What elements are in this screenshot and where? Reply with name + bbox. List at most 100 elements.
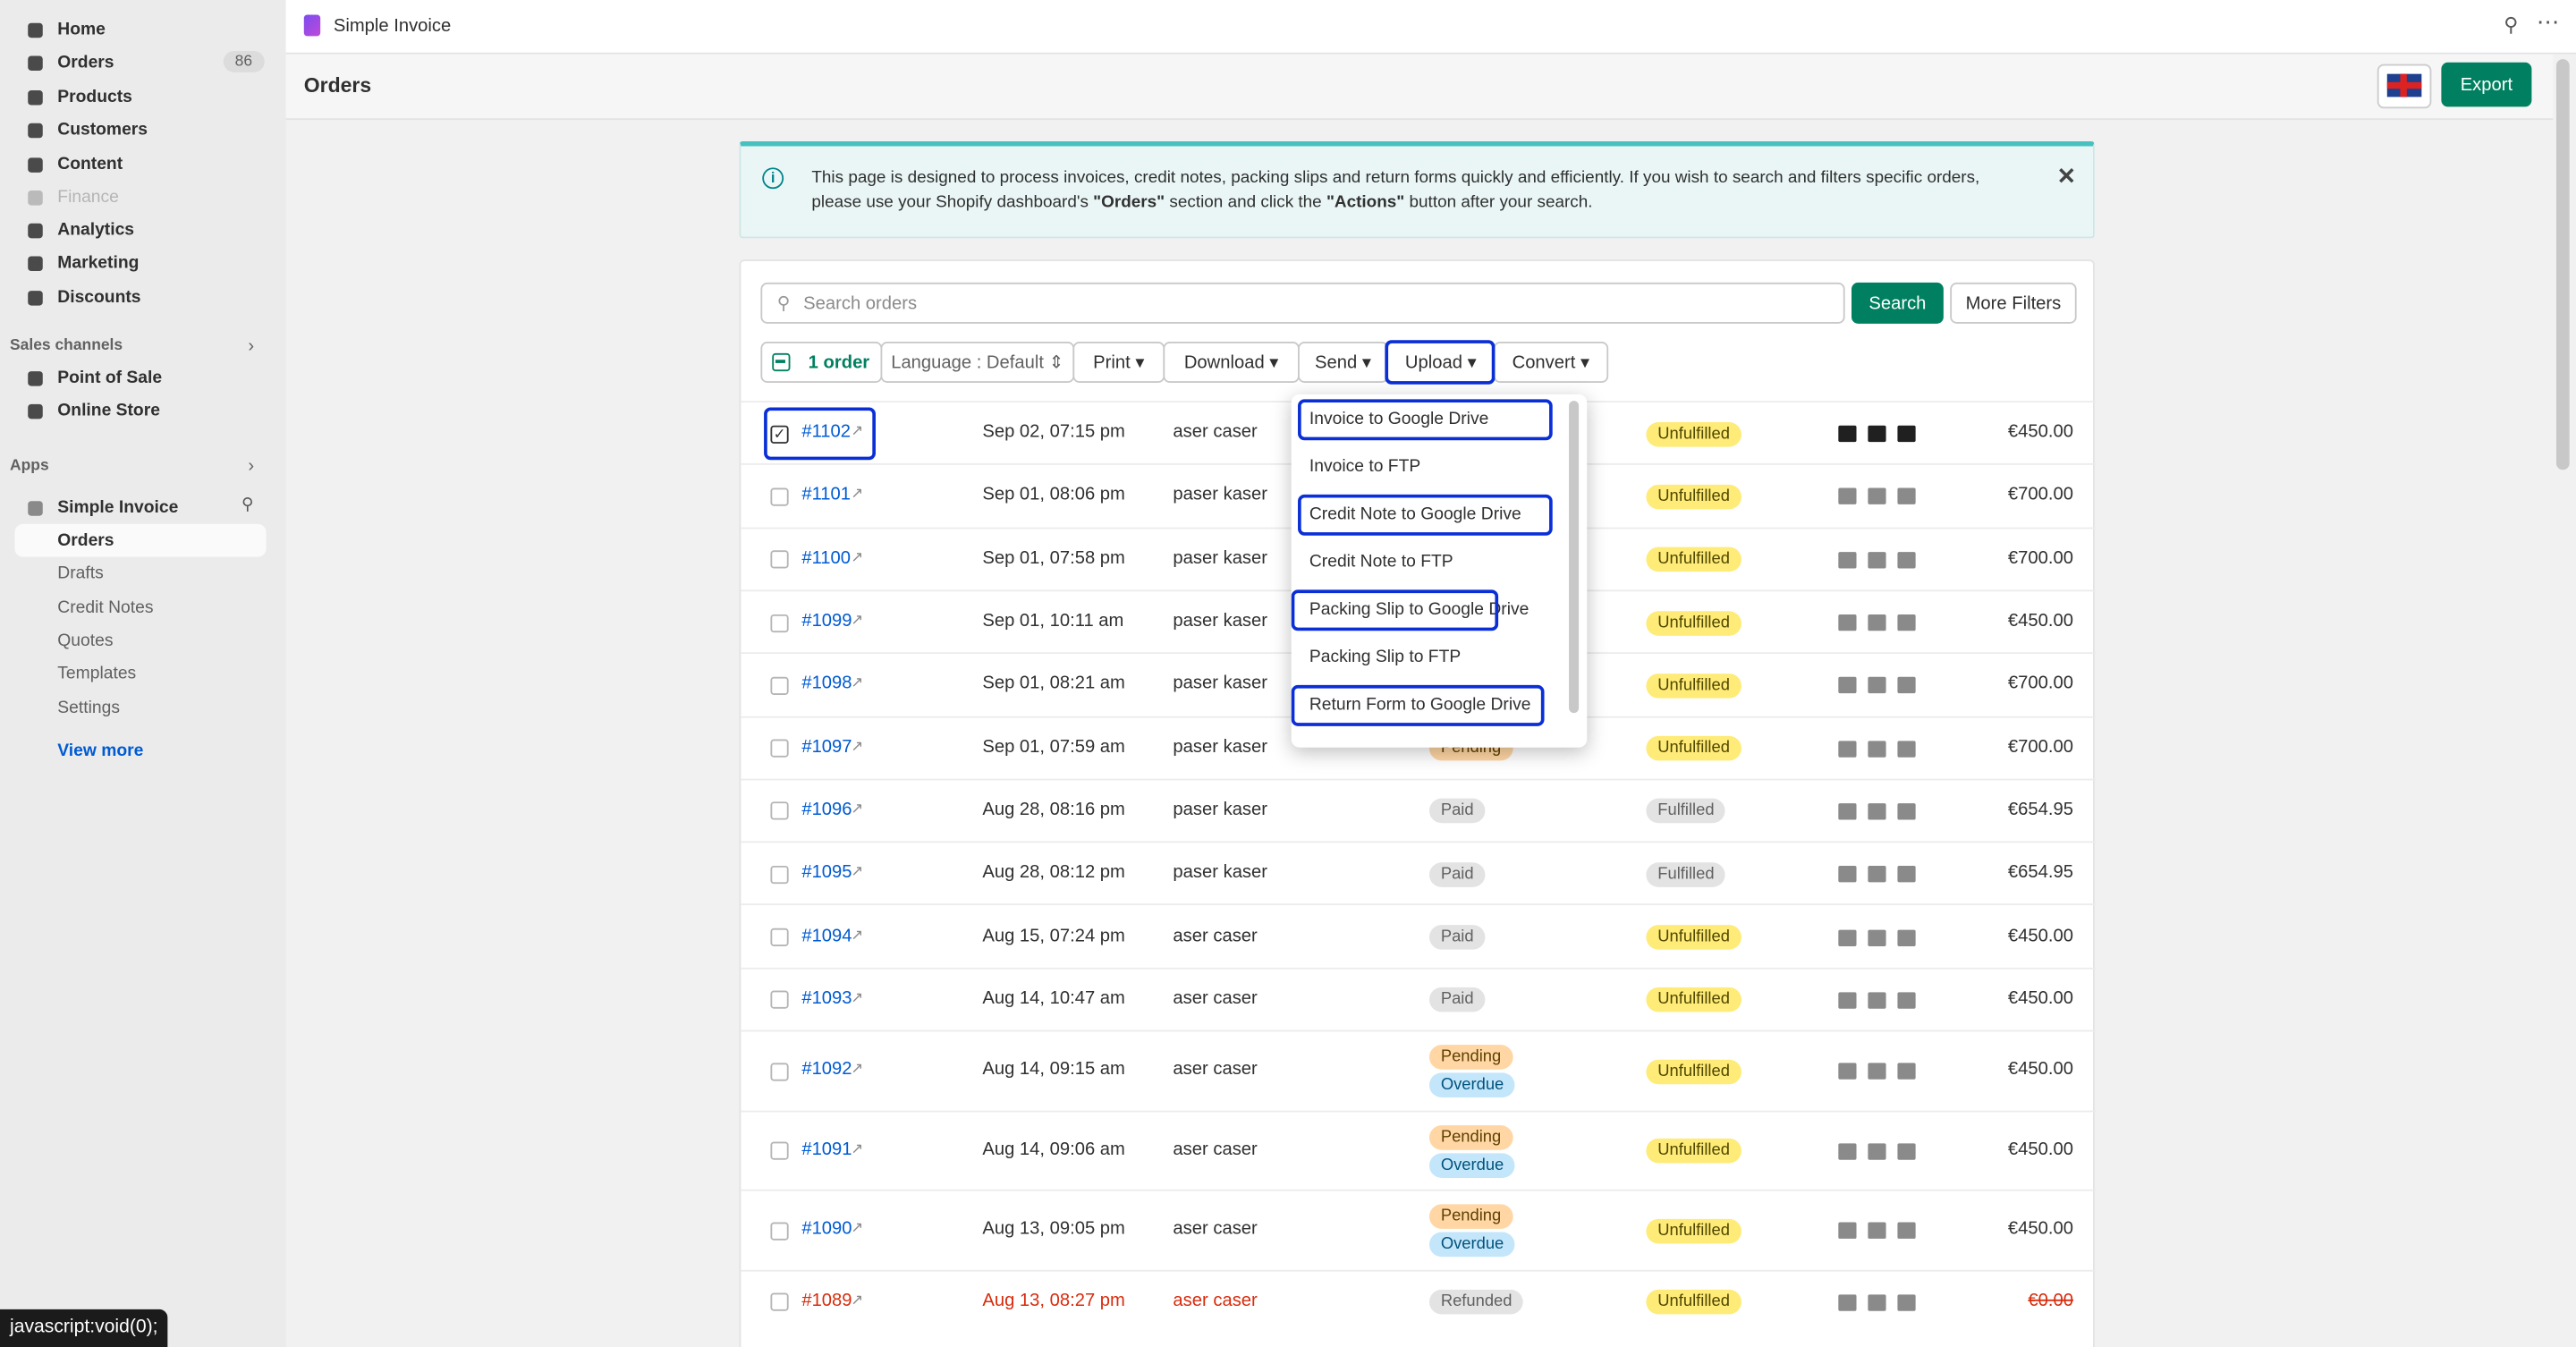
external-link-icon[interactable]: ↗ (851, 1139, 863, 1157)
pin[interactable]: ⚲ (242, 496, 253, 514)
email-icon[interactable] (1897, 1063, 1915, 1080)
order-link[interactable]: #1097 (801, 737, 852, 757)
email-icon[interactable] (1897, 488, 1915, 504)
nav-item[interactable]: Discounts (57, 287, 140, 307)
email-icon[interactable] (1897, 1143, 1915, 1159)
external-link-icon[interactable]: ↗ (851, 548, 863, 566)
order-link[interactable]: #1095 (801, 863, 852, 883)
external-link-icon[interactable]: ↗ (851, 863, 863, 881)
pin-icon[interactable]: ⚲ (2504, 13, 2518, 37)
language-select[interactable]: Language : Default ⇕ (880, 342, 1074, 383)
external-link-icon[interactable]: ↗ (851, 486, 863, 504)
email-icon[interactable] (1897, 426, 1915, 442)
download-icon[interactable] (1868, 992, 1885, 1008)
row-checkbox[interactable] (770, 676, 788, 694)
more-filters-button[interactable]: More Filters (1950, 283, 2076, 324)
print-icon[interactable] (1838, 677, 1856, 693)
row-checkbox[interactable] (770, 740, 788, 758)
print-icon[interactable] (1838, 1294, 1856, 1310)
download-icon[interactable] (1868, 426, 1885, 442)
order-link[interactable]: #1091 (801, 1139, 852, 1159)
print-icon[interactable] (1838, 552, 1856, 568)
external-link-icon[interactable]: ↗ (851, 988, 863, 1006)
external-link-icon[interactable]: ↗ (851, 800, 863, 818)
print-icon[interactable] (1838, 992, 1856, 1008)
external-link-icon[interactable]: ↗ (851, 674, 863, 692)
order-link[interactable]: #1089 (801, 1291, 852, 1310)
download-icon[interactable] (1868, 866, 1885, 882)
email-icon[interactable] (1897, 929, 1915, 945)
download-icon[interactable] (1868, 929, 1885, 945)
order-link[interactable]: #1090 (801, 1219, 852, 1239)
download-icon[interactable] (1868, 1223, 1885, 1239)
export-button[interactable]: Export (2441, 63, 2531, 107)
email-icon[interactable] (1897, 1294, 1915, 1310)
app-sub-item[interactable]: Quotes (57, 631, 113, 650)
app-sub-item[interactable]: Settings (57, 698, 120, 717)
email-icon[interactable] (1897, 1223, 1915, 1239)
menu-item[interactable]: Credit Note to FTP (1309, 552, 1453, 572)
print-icon[interactable] (1838, 741, 1856, 757)
external-link-icon[interactable]: ↗ (851, 1291, 863, 1309)
more-icon[interactable]: ⋯ (2537, 8, 2560, 36)
nav-item[interactable]: Products (57, 87, 132, 106)
download-icon[interactable] (1868, 741, 1885, 757)
row-checkbox[interactable] (770, 551, 788, 569)
order-link[interactable]: #1093 (801, 988, 852, 1008)
nav-item[interactable]: Content (57, 155, 123, 174)
order-link[interactable]: #1098 (801, 674, 852, 694)
toolbar-button[interactable]: Send ▾ (1298, 342, 1388, 383)
toolbar-button[interactable]: Download ▾ (1163, 342, 1299, 383)
email-icon[interactable] (1897, 992, 1915, 1008)
nav-item[interactable]: Marketing (57, 253, 139, 273)
email-icon[interactable] (1897, 552, 1915, 568)
row-checkbox[interactable] (770, 928, 788, 946)
email-icon[interactable] (1897, 741, 1915, 757)
app-sub-item[interactable]: Templates (57, 664, 136, 683)
select-all[interactable]: 1 order (760, 342, 882, 383)
download-icon[interactable] (1868, 677, 1885, 693)
chevron[interactable]: › (248, 457, 254, 477)
external-link-icon[interactable]: ↗ (851, 1060, 863, 1078)
row-checkbox[interactable] (770, 802, 788, 820)
menu-item[interactable]: Packing Slip to FTP (1309, 648, 1461, 667)
nav-item[interactable]: Customers (57, 120, 148, 140)
row-checkbox[interactable] (770, 1142, 788, 1160)
order-link[interactable]: #1096 (801, 800, 852, 819)
toolbar-button[interactable]: Print ▾ (1072, 342, 1165, 383)
email-icon[interactable] (1897, 803, 1915, 819)
print-icon[interactable] (1838, 1063, 1856, 1080)
download-icon[interactable] (1868, 1143, 1885, 1159)
download-icon[interactable] (1868, 1063, 1885, 1080)
search-button[interactable]: Search (1852, 283, 1944, 324)
print-icon[interactable] (1838, 866, 1856, 882)
row-checkbox[interactable] (770, 614, 788, 631)
print-icon[interactable] (1838, 929, 1856, 945)
print-icon[interactable] (1838, 1223, 1856, 1239)
external-link-icon[interactable]: ↗ (851, 1219, 863, 1237)
app-sub-item[interactable]: Orders (57, 530, 114, 550)
email-icon[interactable] (1897, 614, 1915, 631)
print-icon[interactable] (1838, 1143, 1856, 1159)
language-flag[interactable] (2377, 64, 2432, 109)
print-icon[interactable] (1838, 488, 1856, 504)
chevron[interactable]: › (248, 337, 254, 357)
nav-item[interactable]: Finance (57, 187, 119, 207)
app-item[interactable]: Simple Invoice (57, 498, 178, 518)
app-sub-item[interactable]: Credit Notes (57, 597, 153, 617)
email-icon[interactable] (1897, 677, 1915, 693)
row-checkbox[interactable] (770, 1222, 788, 1240)
order-link[interactable]: #1094 (801, 926, 852, 945)
download-icon[interactable] (1868, 1294, 1885, 1310)
external-link-icon[interactable]: ↗ (851, 737, 863, 755)
print-icon[interactable] (1838, 614, 1856, 631)
nav-item[interactable]: Home (57, 20, 106, 39)
menu-item[interactable]: Invoice to FTP (1309, 457, 1420, 477)
row-checkbox[interactable] (770, 865, 788, 883)
app-sub-item[interactable]: Drafts (57, 564, 103, 584)
order-link[interactable]: #1092 (801, 1060, 852, 1080)
channel-item[interactable]: Point of Sale (57, 368, 162, 387)
external-link-icon[interactable]: ↗ (851, 611, 863, 629)
nav-item[interactable]: Orders (57, 53, 114, 72)
nav-item[interactable]: Analytics (57, 220, 134, 240)
